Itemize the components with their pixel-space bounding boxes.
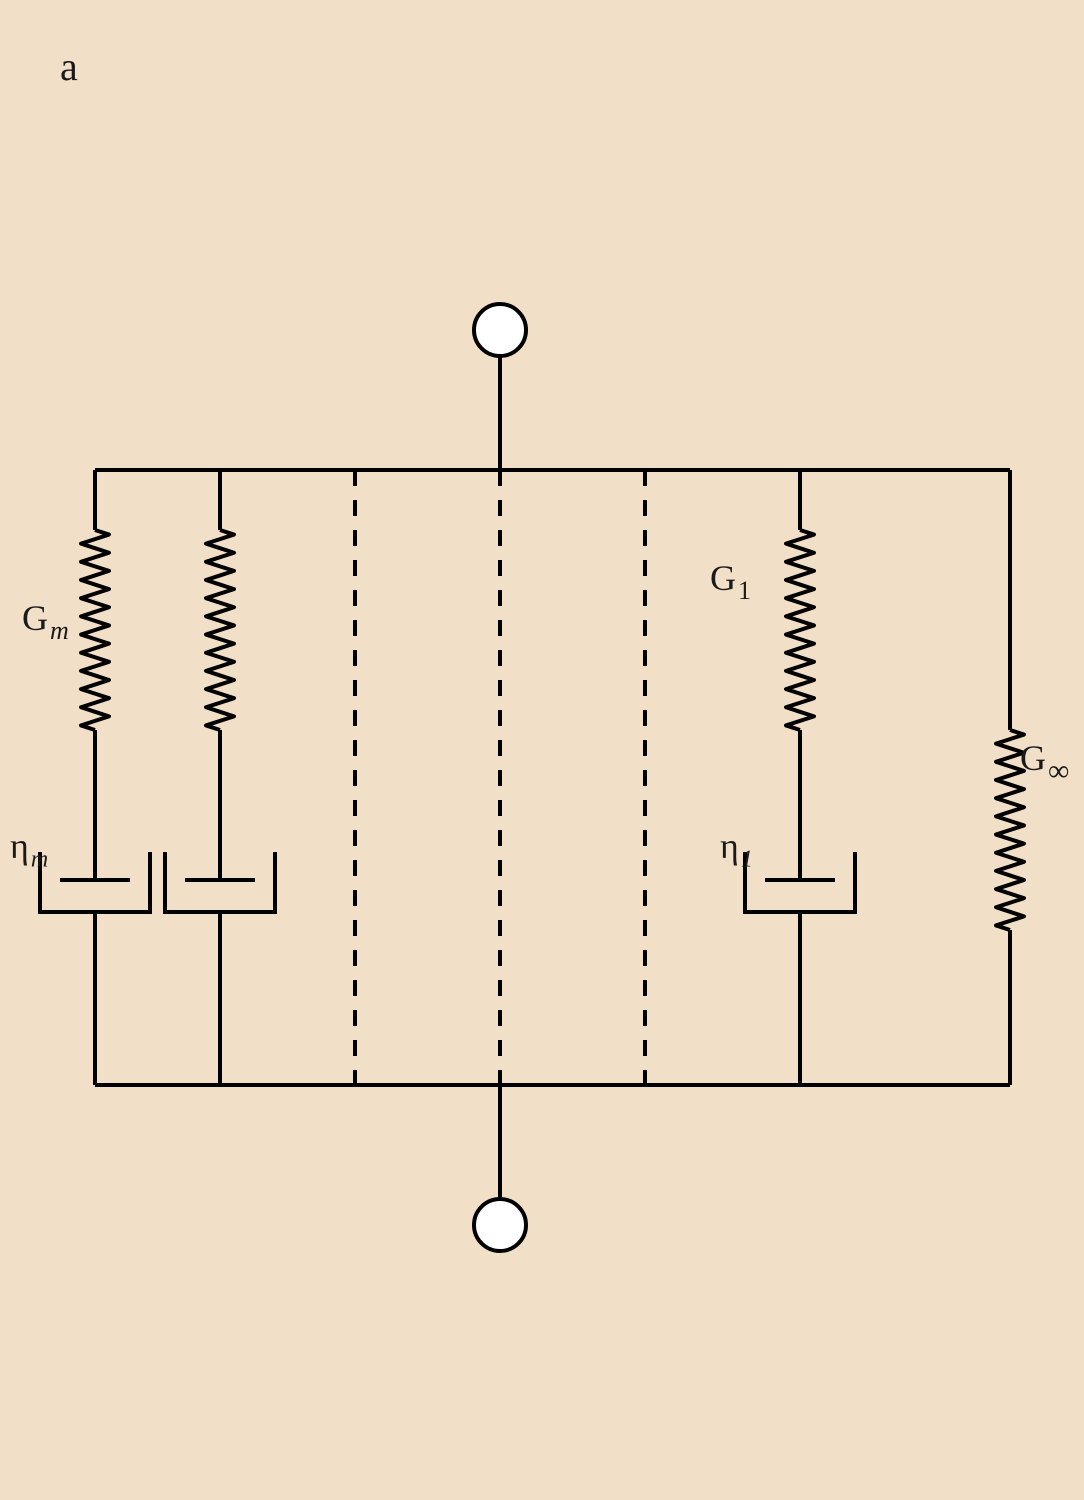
diagram-svg: aGmηmG1η1G∞ [0, 0, 1084, 1500]
bottom-terminal [474, 1199, 526, 1251]
background [0, 0, 1084, 1500]
top-terminal [474, 304, 526, 356]
panel-label: a [60, 44, 78, 89]
